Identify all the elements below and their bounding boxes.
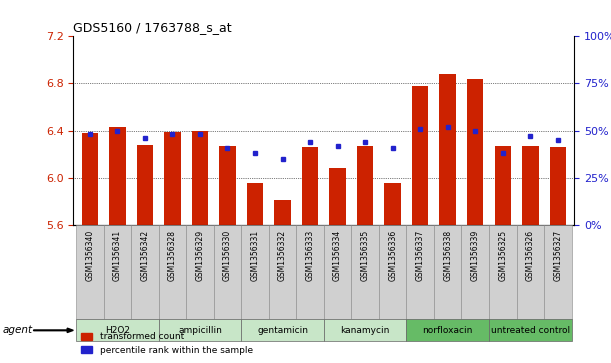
Bar <box>247 183 263 225</box>
Bar <box>137 145 153 225</box>
Text: untreated control: untreated control <box>491 326 570 335</box>
FancyBboxPatch shape <box>269 225 296 319</box>
FancyBboxPatch shape <box>461 225 489 319</box>
Bar <box>522 146 538 225</box>
Text: agent: agent <box>3 325 33 335</box>
FancyBboxPatch shape <box>434 225 461 319</box>
Bar <box>302 147 318 225</box>
Text: GSM1356330: GSM1356330 <box>223 230 232 281</box>
Bar <box>329 168 346 225</box>
FancyBboxPatch shape <box>489 319 571 341</box>
Text: GSM1356325: GSM1356325 <box>498 230 507 281</box>
Text: GSM1356340: GSM1356340 <box>86 230 94 281</box>
FancyBboxPatch shape <box>159 319 241 341</box>
Text: GSM1356333: GSM1356333 <box>306 230 315 281</box>
Bar <box>274 200 291 225</box>
Bar <box>82 133 98 225</box>
Bar <box>192 131 208 225</box>
Text: GSM1356336: GSM1356336 <box>388 230 397 281</box>
Text: norfloxacin: norfloxacin <box>423 326 473 335</box>
FancyBboxPatch shape <box>76 319 159 341</box>
Text: GSM1356339: GSM1356339 <box>470 230 480 281</box>
Text: GSM1356338: GSM1356338 <box>443 230 452 281</box>
Text: GSM1356329: GSM1356329 <box>196 230 205 281</box>
Text: GSM1356342: GSM1356342 <box>141 230 150 281</box>
Bar <box>439 74 456 225</box>
Bar <box>494 146 511 225</box>
FancyBboxPatch shape <box>159 225 186 319</box>
Bar <box>549 147 566 225</box>
Text: GSM1356331: GSM1356331 <box>251 230 260 281</box>
Bar <box>219 146 236 225</box>
FancyBboxPatch shape <box>76 225 104 319</box>
Text: gentamicin: gentamicin <box>257 326 308 335</box>
Legend: transformed count, percentile rank within the sample: transformed count, percentile rank withi… <box>78 329 256 359</box>
FancyBboxPatch shape <box>214 225 241 319</box>
Bar <box>412 86 428 225</box>
Bar <box>109 127 126 225</box>
Text: GSM1356327: GSM1356327 <box>554 230 562 281</box>
FancyBboxPatch shape <box>406 319 489 341</box>
FancyBboxPatch shape <box>186 225 214 319</box>
FancyBboxPatch shape <box>104 225 131 319</box>
Text: GSM1356337: GSM1356337 <box>415 230 425 281</box>
Bar <box>357 146 373 225</box>
Bar <box>467 79 483 225</box>
FancyBboxPatch shape <box>406 225 434 319</box>
Text: kanamycin: kanamycin <box>340 326 390 335</box>
Bar <box>384 183 401 225</box>
FancyBboxPatch shape <box>241 319 324 341</box>
FancyBboxPatch shape <box>324 319 406 341</box>
FancyBboxPatch shape <box>241 225 269 319</box>
FancyBboxPatch shape <box>379 225 406 319</box>
FancyBboxPatch shape <box>351 225 379 319</box>
FancyBboxPatch shape <box>324 225 351 319</box>
Text: GSM1356341: GSM1356341 <box>113 230 122 281</box>
Text: GSM1356326: GSM1356326 <box>526 230 535 281</box>
Text: ampicillin: ampicillin <box>178 326 222 335</box>
Text: GSM1356335: GSM1356335 <box>360 230 370 281</box>
FancyBboxPatch shape <box>489 225 516 319</box>
FancyBboxPatch shape <box>131 225 159 319</box>
FancyBboxPatch shape <box>296 225 324 319</box>
Bar <box>164 132 181 225</box>
FancyBboxPatch shape <box>544 225 571 319</box>
Text: H2O2: H2O2 <box>105 326 130 335</box>
Text: GSM1356328: GSM1356328 <box>168 230 177 281</box>
Text: GSM1356334: GSM1356334 <box>333 230 342 281</box>
FancyBboxPatch shape <box>516 225 544 319</box>
Text: GDS5160 / 1763788_s_at: GDS5160 / 1763788_s_at <box>73 21 232 34</box>
Text: GSM1356332: GSM1356332 <box>278 230 287 281</box>
